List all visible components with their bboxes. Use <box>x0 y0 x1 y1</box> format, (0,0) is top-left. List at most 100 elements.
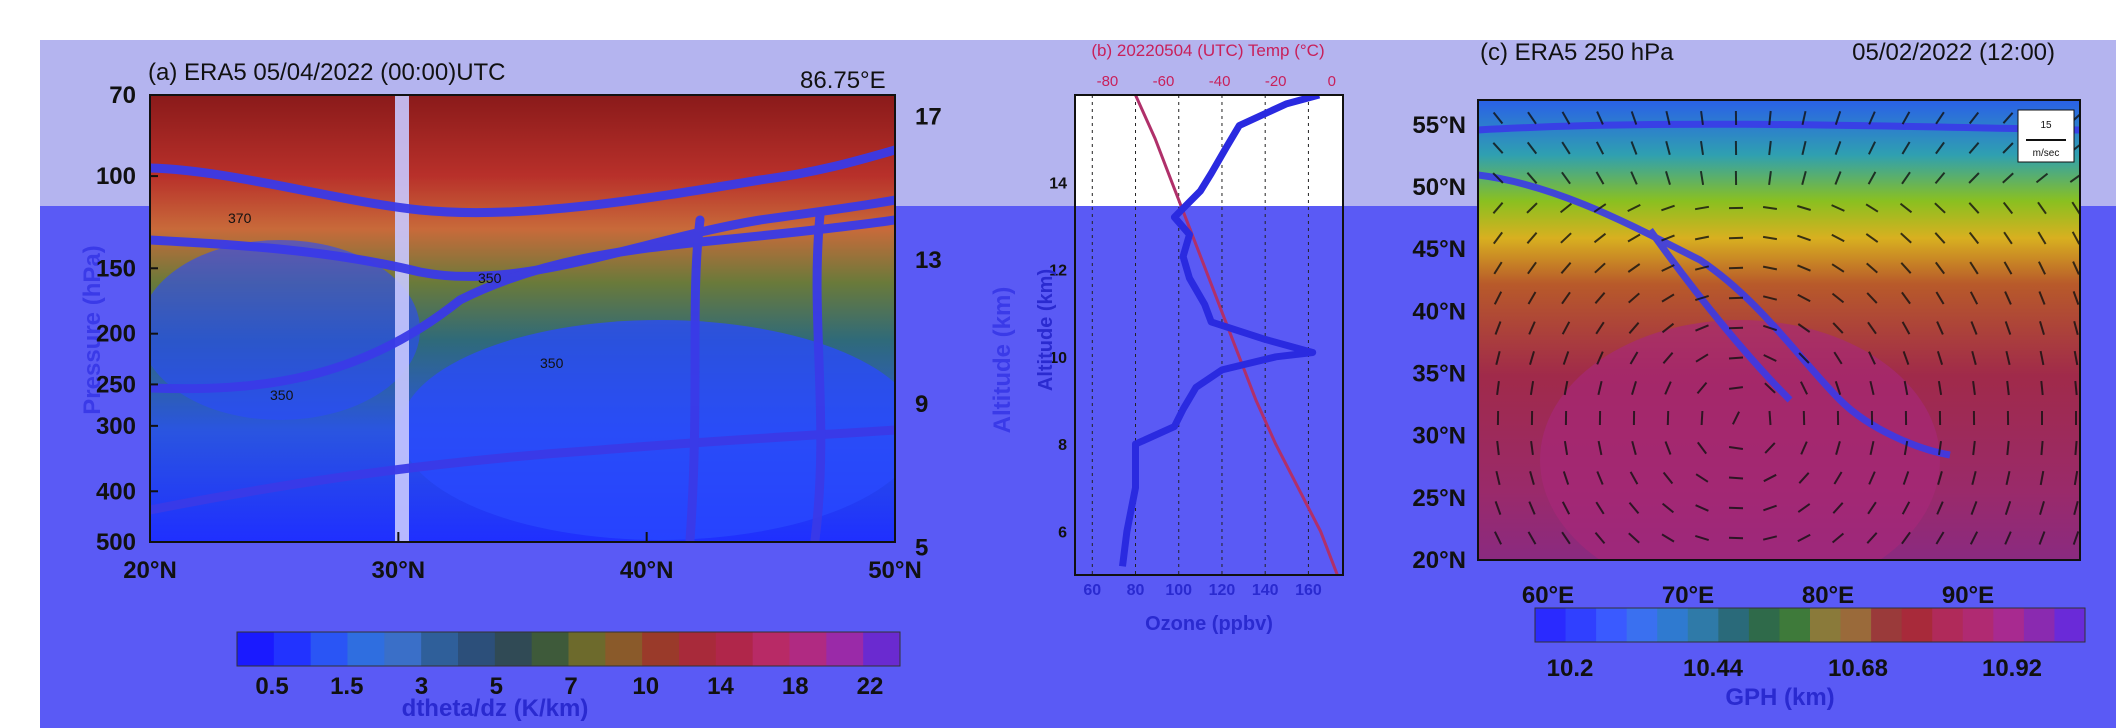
wind-vector <box>1492 202 1504 214</box>
wind-vector <box>1494 321 1502 335</box>
series-temperature <box>1134 95 1339 575</box>
panel-c-colorbar-label: GPH (km) <box>1725 684 1834 711</box>
wind-vector <box>1661 533 1675 543</box>
wind-vector <box>1694 265 1710 271</box>
panel-c-colorbar-swatch <box>1840 608 1872 642</box>
panel-a-xtick: 30°N <box>372 557 426 584</box>
wind-vector <box>1866 532 1878 544</box>
wind-vector <box>1934 171 1946 185</box>
panel-a-colorbar-swatch <box>789 632 827 666</box>
panel-a-ytick: 250 <box>96 371 136 398</box>
panel-a-yticks: 70 100 150 200 250 300 400 500 <box>96 82 158 556</box>
wind-vector <box>1902 471 1910 485</box>
wind-vector <box>1868 141 1876 155</box>
wind-vector <box>1526 232 1538 244</box>
wind-vector <box>1597 380 1603 396</box>
wind-vector <box>1661 293 1675 303</box>
wind-vector <box>2035 172 2049 184</box>
wind-vector <box>1597 440 1603 456</box>
wind-vector <box>1595 321 1605 335</box>
panel-a-colorbar-swatch <box>679 632 717 666</box>
wind-vector <box>1628 322 1640 334</box>
panel-c-lon-tick: 90°E <box>1942 582 1994 609</box>
wind-vector <box>1528 321 1536 335</box>
wind-vector <box>1495 470 1501 486</box>
panel-c-colorbar-tick: 10.68 <box>1828 655 1888 682</box>
wind-vector <box>1903 380 1909 396</box>
wind-vector <box>1971 350 1977 366</box>
panel-b-temp-ticks: -80 -60 -40 -20 0 <box>1097 73 1336 90</box>
wind-vector <box>1866 262 1878 274</box>
wind-vector <box>2006 380 2010 396</box>
wind-vector <box>1901 141 1911 155</box>
wind-vector <box>1797 264 1811 272</box>
wind-vector <box>2073 500 2079 516</box>
wind-vector <box>1768 110 1772 126</box>
wind-vector <box>2002 172 2014 184</box>
wind-vector <box>1694 205 1710 211</box>
wind-vector <box>1631 440 1637 456</box>
wind-vector <box>1695 534 1709 542</box>
panel-c-wind-vectors <box>1492 110 2080 545</box>
wind-vector <box>1935 291 1945 305</box>
wind-vector <box>1867 501 1877 515</box>
wind-vector <box>1762 535 1778 541</box>
wind-vector <box>1800 381 1808 395</box>
wind-vector <box>2072 531 2080 545</box>
wind-vector <box>1797 293 1811 303</box>
wind-vector <box>1798 472 1810 484</box>
panel-b-frame <box>1074 94 1344 576</box>
wind-vector <box>2040 380 2044 396</box>
wind-vector <box>1728 476 1744 480</box>
wind-vector <box>1728 386 1744 390</box>
wind-vector <box>1762 265 1778 271</box>
panel-c-colorbar-swatch <box>1657 608 1689 642</box>
wind-vector <box>1662 352 1674 364</box>
panel-b-temp-tick: -80 <box>1097 73 1119 90</box>
panel-a-vertical-marker <box>395 95 409 542</box>
panel-b-ozone-tick: 100 <box>1165 582 1192 599</box>
wind-vector <box>1867 321 1877 335</box>
wind-vector <box>1700 110 1704 126</box>
panel-c-colorbar-tick: 10.44 <box>1683 655 1744 682</box>
wind-vector <box>1593 232 1607 244</box>
wind-vector <box>1696 381 1708 395</box>
wind-vector <box>1664 441 1672 455</box>
wind-vector <box>1831 233 1845 243</box>
wind-vector <box>1699 170 1705 186</box>
panel-c-low <box>1540 320 1940 560</box>
panel-c-lat-tick: 55°N <box>1412 112 1466 139</box>
panel-a-blue-pool <box>400 320 895 540</box>
wind-vector <box>1493 261 1503 275</box>
wind-vector <box>1527 111 1537 125</box>
wind-vector <box>1900 232 1912 244</box>
wind-vector <box>2038 531 2046 545</box>
wind-vector <box>1834 110 1842 126</box>
panel-b-ylabel: Altitude (km) <box>1035 269 1057 391</box>
wind-vector <box>1831 532 1845 544</box>
wind-vector <box>1764 382 1776 394</box>
svg-text:350: 350 <box>270 387 294 403</box>
panel-c-colorbar-swatch <box>1718 608 1750 642</box>
wind-vector <box>1661 234 1675 242</box>
panel-c-lat-tick: 30°N <box>1412 423 1466 450</box>
wind-vector <box>1797 503 1811 513</box>
panel-c-lat-tick: 35°N <box>1412 361 1466 388</box>
wind-vector <box>1662 471 1674 485</box>
wind-vector <box>1492 172 1504 184</box>
panel-a-colorbar-tick: 22 <box>857 673 884 700</box>
panel-c-title: (c) ERA5 250 hPa <box>1480 39 1674 66</box>
wind-vector <box>1527 261 1537 275</box>
wind-vector <box>2002 201 2014 215</box>
wind-vector <box>1700 140 1704 156</box>
panel-c-colorbar-swatch <box>1535 608 1567 642</box>
panel-a-colorbar-swatch <box>752 632 790 666</box>
wind-vector <box>1970 501 1978 515</box>
panel-c-colorbar-swatch <box>1779 608 1811 642</box>
panel-a: (a) ERA5 05/04/2022 (00:00)UTC 86.75°E 3… <box>79 59 1016 722</box>
panel-c-lat-tick: 25°N <box>1412 485 1466 512</box>
panel-a-y2tick: 5 <box>915 535 928 562</box>
panel-c-colorbar-swatch <box>1596 608 1628 642</box>
panel-c: (c) ERA5 250 hPa 05/02/2022 (12:00) 15 m… <box>1412 39 2086 711</box>
panel-a-colorbar-swatch <box>568 632 606 666</box>
